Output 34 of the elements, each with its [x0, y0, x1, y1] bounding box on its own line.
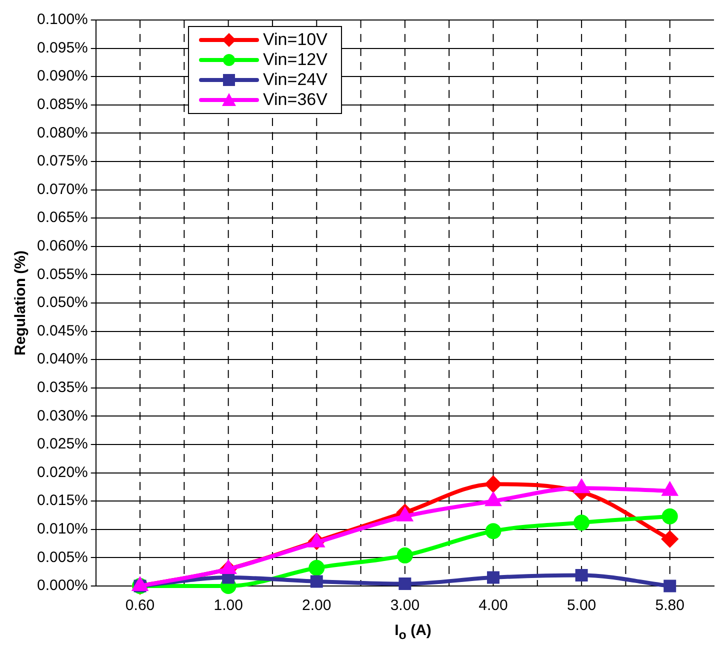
y-tick-label: 0.015% [37, 492, 88, 510]
legend-label: Vin=12V [263, 50, 328, 70]
legend-label: Vin=24V [263, 70, 328, 90]
y-tick-label: 0.055% [37, 266, 88, 283]
x-tick-label: 1.00 [214, 597, 243, 614]
x-tick-label: 2.00 [302, 597, 332, 614]
y-tick-label: 0.035% [37, 379, 88, 396]
y-tick-label: 0.075% [37, 152, 88, 170]
x-tick-label: 0.60 [125, 597, 155, 614]
y-tick-label: 0.065% [37, 209, 88, 226]
y-tick-label: 0.030% [37, 407, 88, 424]
y-tick-label: 0.040% [37, 350, 88, 368]
y-tick-label: 0.060% [37, 238, 88, 255]
y-tick-label: 0.085% [37, 96, 88, 114]
y-tick-label: 0.005% [37, 548, 88, 566]
y-tick-label: 0.010% [37, 520, 88, 538]
y-tick-label: 0.090% [37, 68, 88, 85]
legend-label: Vin=36V [263, 90, 328, 110]
x-tick-label: 3.00 [390, 597, 420, 614]
x-axis-title: I$_{o}$ (A) [394, 622, 432, 642]
x-tick-label: 4.00 [478, 597, 508, 614]
x-tick-label: 5.80 [655, 597, 684, 614]
y-axis-title: Regulation (%) [12, 250, 30, 356]
y-tick-label: 0.000% [37, 577, 88, 594]
y-tick-label: 0.045% [37, 322, 88, 340]
y-tick-label: 0.080% [37, 124, 88, 142]
legend-label: Vin=10V [263, 30, 328, 50]
x-tick-label: 5.00 [566, 597, 596, 614]
y-tick-label: 0.100% [37, 11, 88, 28]
y-tick-label: 0.095% [37, 39, 88, 56]
y-tick-label: 0.025% [37, 436, 88, 453]
y-tick-label: 0.020% [37, 464, 88, 481]
y-tick-label: 0.050% [37, 294, 88, 312]
y-tick-label: 0.070% [37, 180, 88, 198]
